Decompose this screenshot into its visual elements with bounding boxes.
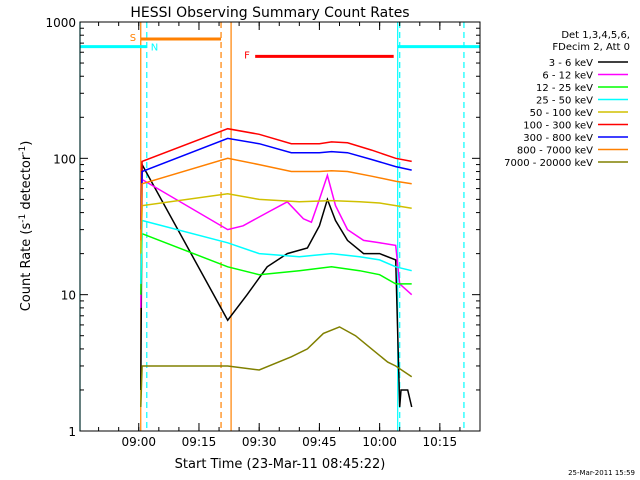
legend-label-800-7000-kev: 800 - 7000 keV (517, 146, 593, 157)
plot-frame (79, 21, 481, 432)
x-tick-label: 10:00 (362, 435, 397, 449)
y-tick-label: 1000 (45, 16, 76, 30)
y-tick-label: 100 (53, 152, 76, 166)
series-line-50-100-kev (140, 192, 412, 254)
legend-label-12-25-kev: 12 - 25 keV (536, 83, 593, 94)
legend-label-100-300-kev: 100 - 300 keV (523, 121, 593, 132)
legend-label-25-50-kev: 25 - 50 keV (536, 96, 593, 107)
y-axis-label-part: -1 (18, 146, 28, 155)
legend-header: Det 1,3,4,5,6,FDecim 2, Att 0 (552, 30, 630, 53)
series-line-800-7000-kev (140, 157, 412, 241)
y-axis-label-part: detector (19, 154, 34, 214)
x-tick-label: 09:15 (182, 435, 217, 449)
y-axis-label-part: -1 (18, 214, 28, 223)
y-axis-label-part: Count Rate (s (19, 223, 34, 312)
chart-title: HESSI Observing Summary Count Rates (130, 5, 409, 21)
legend-label-50-100-kev: 50 - 100 keV (530, 108, 594, 119)
series-line-100-300-kev (140, 127, 412, 221)
y-axis-label-part: ) (19, 141, 34, 146)
x-tick-label: 09:30 (242, 435, 277, 449)
series-line-12-25-kev (140, 232, 412, 295)
series-line-25-50-kev (140, 219, 412, 284)
y-axis-label: Count Rate (s-1 detector-1) (18, 141, 34, 312)
x-axis-label: Start Time (23-Mar-11 08:45:22) (175, 457, 386, 472)
series-line-6-12-kev (140, 172, 413, 308)
legend-label-300-800-kev: 300 - 800 keV (523, 133, 593, 144)
series-line-7000-20000-kev (140, 326, 413, 408)
y-axis-label-text: Count Rate (s-1 detector-1) (18, 141, 34, 312)
flag-label-s-1: S (130, 33, 136, 44)
series-line-300-800-kev (140, 137, 412, 230)
timestamp: 25-Mar-2011 15:59 (568, 469, 635, 477)
axes: 09:00 09:15 09:30 09:45 10:00 10:15 1 10 100 1000 (45, 16, 481, 449)
legend-label-3-6-kev: 3 - 6 keV (549, 58, 593, 69)
y-tick-label: 10 (61, 289, 76, 303)
legend-label-7000-20000-kev: 7000 - 20000 keV (504, 158, 593, 169)
x-tick-label: 10:15 (423, 435, 458, 449)
legend-header-line: Det 1,3,4,5,6, (561, 30, 630, 41)
x-tick-label: 09:00 (121, 435, 156, 449)
series-lines (140, 127, 413, 408)
x-tick-label: 09:45 (302, 435, 337, 449)
time-markers (79, 22, 465, 431)
legend-label-6-12-kev: 6 - 12 keV (542, 71, 593, 82)
series-line-3-6-kev (140, 161, 413, 408)
flag-bars: SNNF (80, 33, 480, 61)
flag-label-f-4: F (244, 50, 250, 61)
legend-header-line: FDecim 2, Att 0 (552, 42, 630, 53)
flag-label-n-2: N (151, 43, 158, 54)
y-tick-label: 1 (68, 425, 76, 439)
